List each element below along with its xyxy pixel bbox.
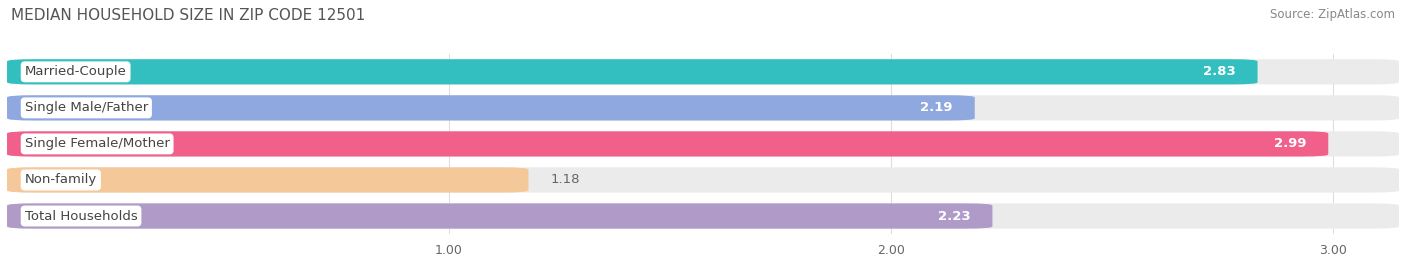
Text: 2.23: 2.23 bbox=[938, 210, 970, 222]
Text: 2.83: 2.83 bbox=[1202, 65, 1236, 78]
Text: Single Female/Mother: Single Female/Mother bbox=[25, 137, 170, 150]
FancyBboxPatch shape bbox=[7, 95, 1399, 121]
Text: 2.19: 2.19 bbox=[920, 101, 953, 114]
Text: MEDIAN HOUSEHOLD SIZE IN ZIP CODE 12501: MEDIAN HOUSEHOLD SIZE IN ZIP CODE 12501 bbox=[11, 8, 366, 23]
FancyBboxPatch shape bbox=[7, 59, 1399, 84]
FancyBboxPatch shape bbox=[7, 167, 529, 193]
Text: Single Male/Father: Single Male/Father bbox=[25, 101, 148, 114]
FancyBboxPatch shape bbox=[7, 131, 1329, 157]
Text: Total Households: Total Households bbox=[25, 210, 138, 222]
Text: Non-family: Non-family bbox=[25, 174, 97, 186]
Text: Married-Couple: Married-Couple bbox=[25, 65, 127, 78]
FancyBboxPatch shape bbox=[7, 203, 993, 229]
FancyBboxPatch shape bbox=[7, 203, 1399, 229]
FancyBboxPatch shape bbox=[7, 59, 1257, 84]
Text: 1.18: 1.18 bbox=[551, 174, 581, 186]
FancyBboxPatch shape bbox=[7, 167, 1399, 193]
FancyBboxPatch shape bbox=[7, 95, 974, 121]
Text: 2.99: 2.99 bbox=[1274, 137, 1306, 150]
Text: Source: ZipAtlas.com: Source: ZipAtlas.com bbox=[1270, 8, 1395, 21]
FancyBboxPatch shape bbox=[7, 131, 1399, 157]
